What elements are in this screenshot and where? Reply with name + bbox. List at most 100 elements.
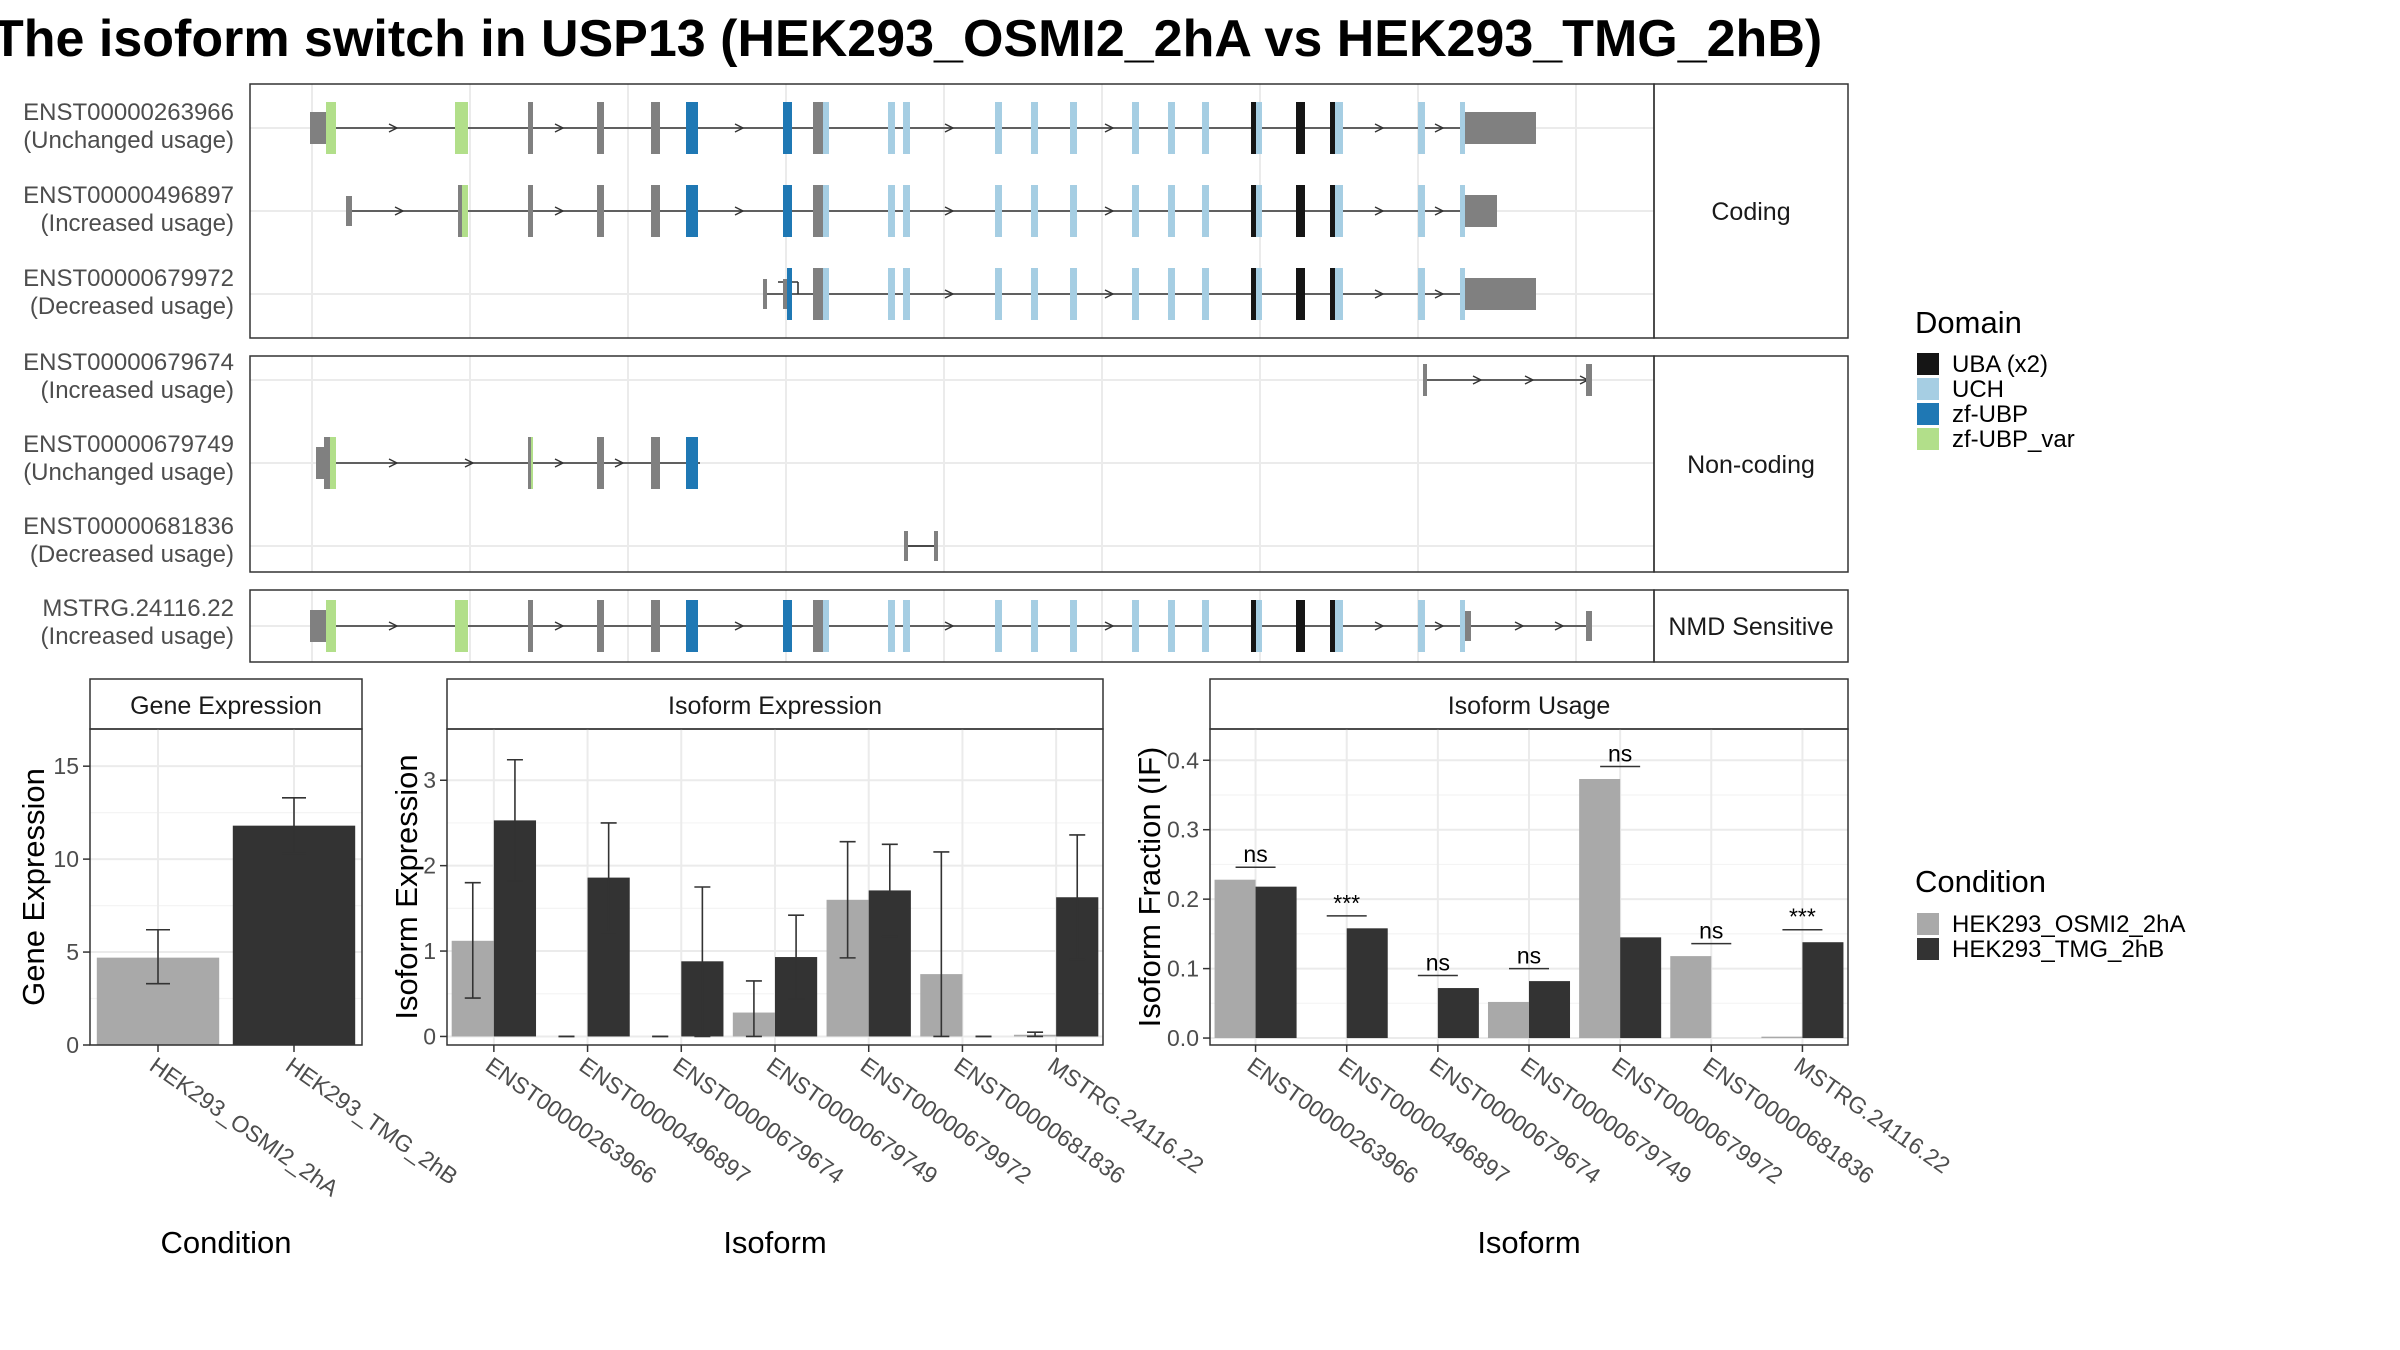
exon-block — [1132, 185, 1139, 237]
bar — [1761, 1036, 1803, 1039]
strand-arrow — [1374, 289, 1385, 299]
facet-border — [249, 83, 1655, 339]
transcript-row: MSTRG.24116.22(Increased usage) — [41, 595, 1592, 652]
exon-block — [783, 185, 792, 237]
exon-block — [1070, 102, 1077, 154]
x-tick-label: ENST00000681836 — [950, 1052, 1130, 1189]
exon-block — [823, 268, 829, 320]
exon-block — [995, 600, 1002, 652]
exon-block — [455, 102, 468, 154]
x-tick-label: ENST00000496897 — [575, 1052, 755, 1189]
exon-block — [1296, 185, 1305, 237]
exon-block — [1418, 268, 1425, 320]
strand-arrow — [734, 621, 745, 631]
exon-block — [1132, 600, 1139, 652]
exon-block — [310, 610, 326, 642]
exon-block — [597, 437, 604, 489]
strand-arrow — [1434, 289, 1445, 299]
exon-block — [763, 279, 767, 309]
strand-arrow — [1104, 206, 1115, 216]
bar — [1214, 879, 1256, 1039]
exon-block — [1330, 102, 1335, 154]
y-tick-label: 10 — [53, 846, 79, 872]
exon-block — [1132, 268, 1139, 320]
figure-title: The isoform switch in USP13 (HEK293_OSMI… — [0, 10, 1822, 68]
bar — [1802, 942, 1844, 1039]
strand-arrow — [394, 206, 405, 216]
exon-block — [903, 185, 910, 237]
y-tick-label: 1 — [423, 938, 436, 964]
x-tick-label: ENST00000263966 — [481, 1052, 661, 1189]
exon-block — [813, 102, 823, 154]
chart-isoform-expression: Isoform Expression0123ENST00000263966ENS… — [389, 678, 1209, 1260]
y-axis-title: Isoform Expression — [389, 754, 424, 1019]
strand-arrow — [1374, 206, 1385, 216]
strand-arrow — [554, 206, 565, 216]
transcript-row: ENST00000679749(Unchanged usage) — [23, 431, 700, 489]
exon-block — [1418, 102, 1425, 154]
exon-block — [1168, 102, 1175, 154]
exon-block — [462, 185, 468, 237]
exon-block — [1335, 185, 1343, 237]
x-tick-label: MSTRG.24116.22 — [1790, 1052, 1955, 1179]
panel-border — [89, 728, 363, 1046]
strand-arrow — [388, 621, 399, 631]
strand-arrow — [1434, 123, 1445, 133]
x-tick-label: ENST00000263966 — [1243, 1052, 1423, 1189]
strand-arrow — [944, 206, 955, 216]
exon-block — [995, 268, 1002, 320]
exon-block — [783, 279, 787, 309]
y-tick-label: 0.2 — [1167, 886, 1199, 912]
exon-block — [597, 600, 604, 652]
exon-block — [1202, 102, 1209, 154]
transcript-usage: (Unchanged usage) — [23, 459, 234, 486]
exon-block — [1070, 185, 1077, 237]
transcript-id: MSTRG.24116.22 — [42, 595, 234, 622]
strand-arrow — [1104, 289, 1115, 299]
y-tick-label: 0 — [66, 1032, 79, 1058]
exon-block — [326, 102, 336, 154]
exon-block — [597, 102, 604, 154]
exon-block — [1132, 102, 1139, 154]
exon-block — [823, 185, 829, 237]
transcript-usage: (Increased usage) — [41, 623, 234, 650]
exon-block — [686, 437, 698, 489]
facet-border — [249, 589, 1655, 663]
transcript-id: ENST00000679749 — [23, 431, 234, 458]
exon-block — [1465, 278, 1536, 310]
exon-block — [1460, 268, 1465, 320]
exon-block — [813, 185, 823, 237]
y-tick-label: 2 — [423, 853, 436, 879]
bar — [1529, 981, 1571, 1039]
exon-block — [528, 185, 533, 237]
strand-arrow — [1524, 375, 1535, 385]
y-tick-label: 0.4 — [1167, 747, 1199, 773]
x-tick-label: ENST00000679674 — [668, 1052, 849, 1189]
bar — [1579, 779, 1621, 1039]
exon-block — [783, 600, 792, 652]
chart-isoform-usage: Isoform Usage 0.0 0.1 0.2 0.3 0.4 ns *** ns ns ns n… — [1132, 678, 1955, 1260]
strand-arrow — [944, 123, 955, 133]
exon-block — [783, 102, 792, 154]
exon-block — [1330, 600, 1335, 652]
strand-arrow — [554, 123, 565, 133]
strand-arrow — [614, 458, 625, 468]
strand-arrow — [1514, 621, 1525, 631]
exon-block — [1251, 600, 1256, 652]
legend-swatch — [1917, 913, 1939, 935]
facet-non-coding: Non-coding ENST00000679674(Increased usag… — [23, 349, 1849, 573]
strand-arrow — [554, 621, 565, 631]
exon-block — [1335, 268, 1343, 320]
exon-block — [1586, 611, 1592, 641]
exon-block — [1070, 268, 1077, 320]
exon-block — [1168, 185, 1175, 237]
exon-block — [528, 600, 533, 652]
exon-block — [888, 185, 895, 237]
exon-block — [787, 268, 792, 320]
significance-label: ns — [1243, 841, 1267, 867]
bar — [1620, 937, 1662, 1039]
facet-label: NMD Sensitive — [1668, 613, 1833, 641]
legend-title: Domain — [1915, 305, 2022, 340]
bar — [1346, 928, 1388, 1039]
